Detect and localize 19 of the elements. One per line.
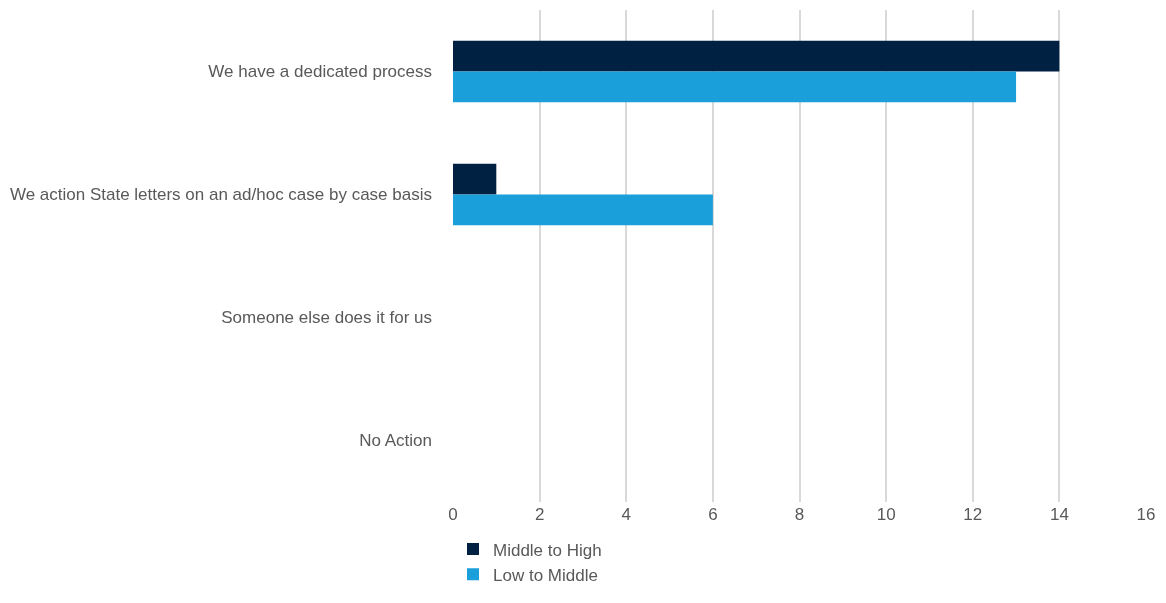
y-tick-label: Someone else does it for us — [221, 308, 432, 328]
x-tick-label: 8 — [794, 505, 805, 524]
x-tick-label: 14 — [1049, 505, 1069, 524]
y-tick-label: We have a dedicated process — [208, 62, 432, 82]
y-tick-label: We action State letters on an ad/hoc case by case basis — [9, 185, 432, 205]
x-tick-label: 16 — [1136, 505, 1156, 524]
legend-label: Middle to High — [493, 540, 602, 560]
x-tick-label: 2 — [534, 505, 545, 524]
bar — [453, 40, 1060, 72]
x-tick-label: 10 — [876, 505, 896, 524]
legend-label: Low to Middle — [493, 565, 598, 585]
bar — [453, 194, 713, 226]
bar — [453, 163, 497, 195]
x-tick-label: 0 — [448, 505, 458, 524]
x-tick-label: 6 — [708, 505, 718, 524]
bar — [453, 71, 1017, 103]
x-tick-label: 4 — [621, 505, 631, 524]
y-tick-label: No Action — [359, 431, 432, 451]
x-tick-label: 12 — [963, 505, 983, 524]
